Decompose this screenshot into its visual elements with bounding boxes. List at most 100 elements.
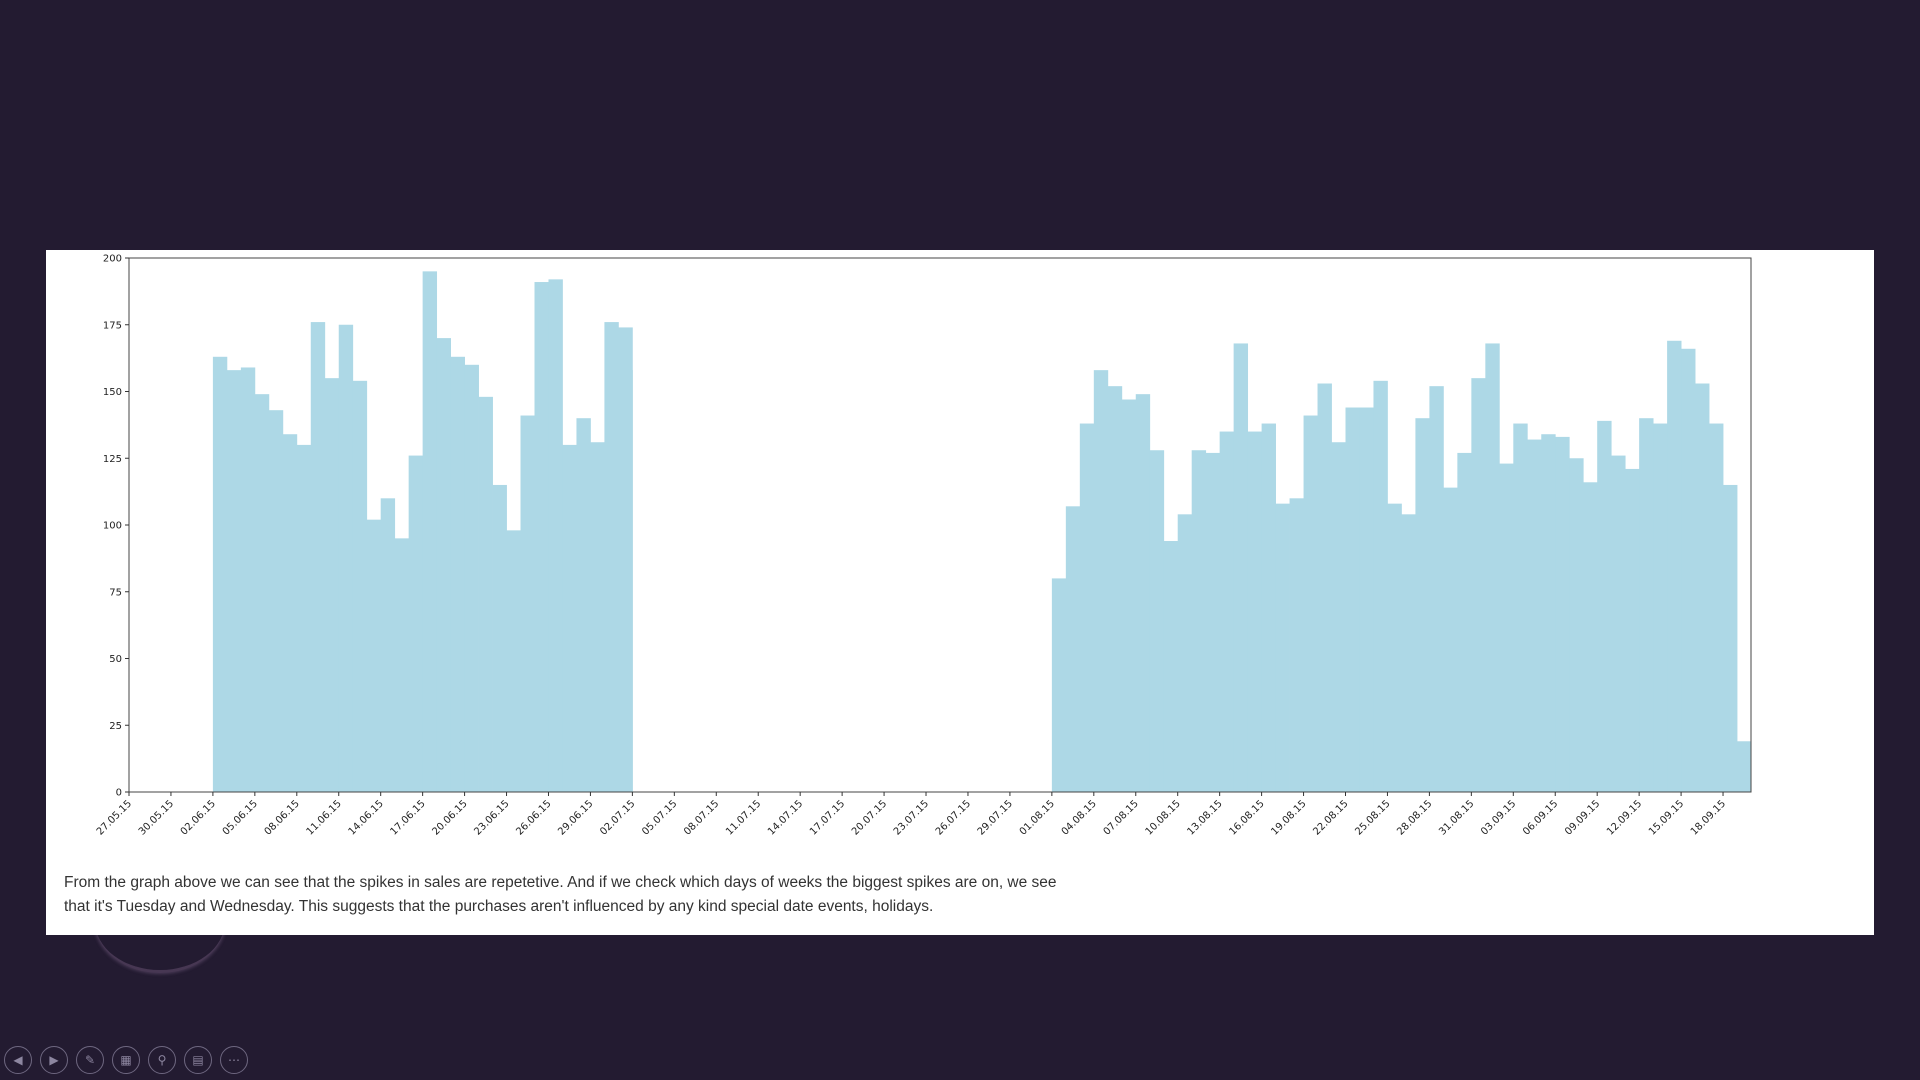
x-tick-label: 11.07.15 [724,798,763,837]
bar [436,338,452,792]
bar [240,367,256,792]
bar [1527,439,1542,792]
bar [1401,514,1416,792]
x-tick-label: 18.09.15 [1689,798,1728,837]
bar [1233,343,1249,792]
bar [1051,578,1067,792]
bar [1387,503,1402,792]
bar [1597,420,1612,792]
bar [1415,418,1430,792]
bar [478,396,493,792]
bars-group [212,271,1752,793]
x-tick-label: 19.08.15 [1269,798,1308,837]
x-tick-label: 03.09.15 [1479,798,1518,837]
bar [1219,431,1235,792]
y-tick-label: 75 [109,587,122,598]
bar [1261,423,1276,792]
bar [1499,463,1514,792]
x-tick-label: 08.06.15 [263,798,302,837]
bar [576,418,591,792]
bar [226,370,242,792]
presentation-toolbar: ◀ ▶ ✎ ▦ ⚲ ▤ ⋯ [4,1046,248,1076]
bar [1471,378,1486,792]
bar [394,538,410,792]
bar [1303,415,1318,792]
x-tick-label: 17.07.15 [808,798,847,837]
bar [604,322,619,792]
bar [1345,407,1360,792]
x-axis: 27.05.15 30.05.15 02.06.15 05.06.15 08.06.15… [95,792,1728,838]
y-tick-label: 150 [103,387,122,398]
x-tick-label: 05.06.15 [221,798,260,837]
caption-text: From the graph above we can see that the… [64,871,1164,919]
bar [1709,423,1724,792]
bar [1275,503,1290,792]
y-tick-label: 50 [109,654,122,665]
bar [1247,431,1263,792]
bar [408,455,424,792]
x-tick-label: 02.06.15 [179,798,218,837]
bar [1065,506,1081,792]
bar [422,271,438,793]
x-tick-label: 09.09.15 [1563,798,1602,837]
x-tick-label: 10.08.15 [1144,798,1183,837]
bar [212,356,228,792]
bar [1625,468,1640,792]
next-icon[interactable]: ▶ [40,1046,68,1074]
x-tick-label: 06.09.15 [1521,798,1560,837]
x-tick-label: 29.06.15 [556,798,595,837]
more-options-icon[interactable]: ⋯ [220,1046,248,1074]
bar [506,530,521,792]
bar [562,444,577,792]
bar [1583,482,1598,792]
bar [1163,541,1179,792]
bar [1639,418,1654,792]
slide-content: 0 25 50 75 100 125 150 175 200 27.05.15 30.05.15 0… [46,250,1874,935]
pen-icon[interactable]: ✎ [76,1046,104,1074]
bar [548,279,563,792]
bar [1093,370,1109,792]
bar [1485,343,1500,792]
x-tick-label: 20.07.15 [850,798,889,837]
bar [1331,442,1346,792]
x-tick-label: 30.05.15 [137,798,176,837]
x-tick-label: 22.08.15 [1311,798,1350,837]
caption-line-2: that it's Tuesday and Wednesday. This su… [64,898,934,915]
caption-line-1: From the graph above we can see that the… [64,874,1057,891]
x-tick-label: 11.06.15 [305,798,344,837]
bar [366,519,382,792]
bar [310,322,326,792]
bar [1289,498,1304,792]
x-tick-label: 15.09.15 [1647,798,1686,837]
bar [1079,423,1095,792]
bar [1681,348,1696,792]
bar [464,364,479,792]
bar [1177,514,1193,792]
x-tick-label: 27.05.15 [95,798,134,837]
bar [1373,380,1388,792]
x-tick-label: 13.08.15 [1186,798,1225,837]
previous-icon[interactable]: ◀ [4,1046,32,1074]
y-tick-label: 200 [103,254,122,265]
x-tick-label: 14.07.15 [766,798,805,837]
x-tick-label: 23.06.15 [472,798,511,837]
x-tick-label: 07.08.15 [1102,798,1141,837]
bar [1555,436,1570,792]
y-tick-label: 25 [109,721,122,732]
x-tick-label: 20.06.15 [430,798,469,837]
bar [1569,458,1584,792]
bar [254,394,270,792]
subtitles-icon[interactable]: ▤ [184,1046,212,1074]
bar [1667,340,1682,792]
slides-grid-icon[interactable]: ▦ [112,1046,140,1074]
x-tick-label: 29.07.15 [976,798,1015,837]
bar [1541,434,1556,792]
x-tick-label: 02.07.15 [598,798,637,837]
x-tick-label: 01.08.15 [1018,798,1057,837]
zoom-icon[interactable]: ⚲ [148,1046,176,1074]
bar [1429,386,1444,792]
x-tick-label: 26.07.15 [934,798,973,837]
bar [352,380,368,792]
x-tick-label: 14.06.15 [347,798,386,837]
